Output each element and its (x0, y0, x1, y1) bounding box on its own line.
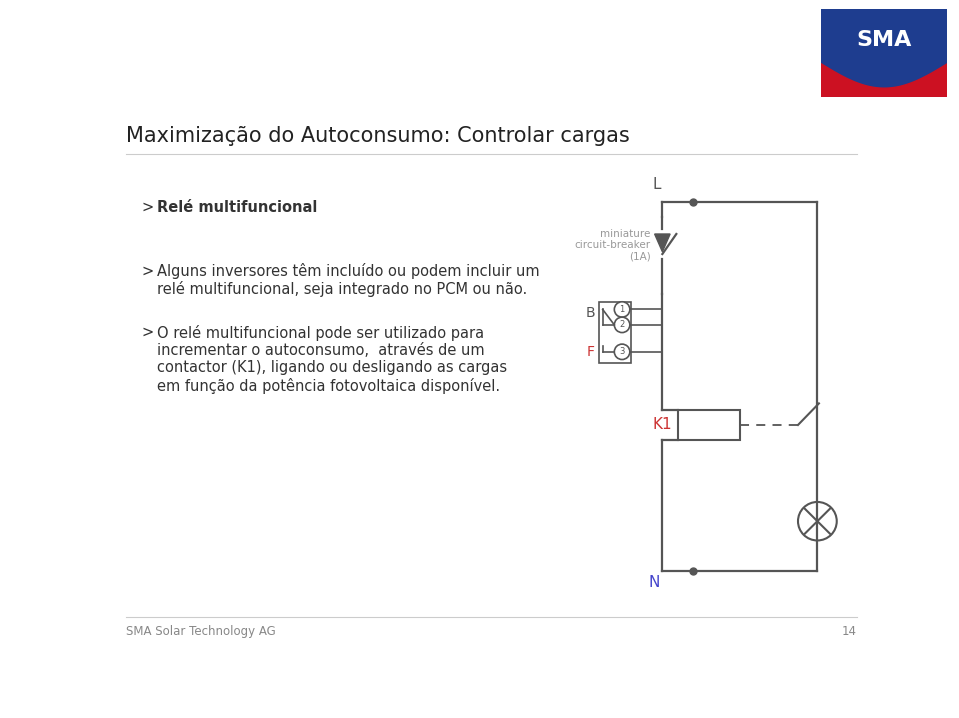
Text: Relé multifuncional: Relé multifuncional (157, 200, 317, 215)
Text: Maximização do Autoconsumo: Controlar cargas: Maximização do Autoconsumo: Controlar ca… (126, 126, 630, 146)
Text: incrementar o autoconsumo,  através de um: incrementar o autoconsumo, através de um (157, 342, 484, 358)
Text: F: F (587, 345, 595, 359)
Text: N: N (649, 575, 661, 590)
Text: relé multifuncional, seja integrado no PCM ou não.: relé multifuncional, seja integrado no P… (157, 281, 527, 297)
Text: Alguns inversores têm incluído ou podem incluir um: Alguns inversores têm incluído ou podem … (157, 264, 540, 279)
Bar (678, 409, 740, 440)
Text: SMA: SMA (856, 30, 912, 50)
Circle shape (615, 317, 630, 332)
Text: >: > (142, 325, 153, 340)
Circle shape (615, 302, 630, 317)
Text: 1: 1 (620, 305, 624, 314)
Bar (598, 302, 631, 363)
Text: K1: K1 (652, 417, 671, 432)
Text: 3: 3 (620, 348, 624, 356)
Text: (1A): (1A) (629, 252, 651, 261)
Text: >: > (142, 264, 153, 279)
Text: contactor (K1), ligando ou desligando as cargas: contactor (K1), ligando ou desligando as… (157, 360, 507, 376)
Text: B: B (585, 307, 595, 320)
Polygon shape (655, 234, 670, 252)
Text: miniature: miniature (600, 228, 651, 238)
Text: SMA Solar Technology AG: SMA Solar Technology AG (126, 625, 276, 638)
Text: circuit-breaker: circuit-breaker (574, 240, 651, 250)
Polygon shape (821, 64, 947, 97)
Text: O relé multifuncional pode ser utilizado para: O relé multifuncional pode ser utilizado… (157, 325, 484, 341)
Circle shape (615, 344, 630, 360)
Text: L: L (653, 177, 661, 192)
Text: >: > (142, 200, 153, 215)
Text: 2: 2 (620, 320, 624, 330)
Text: 14: 14 (842, 625, 857, 638)
Text: em função da potência fotovoltaica disponível.: em função da potência fotovoltaica dispo… (157, 378, 501, 394)
Circle shape (798, 502, 837, 541)
